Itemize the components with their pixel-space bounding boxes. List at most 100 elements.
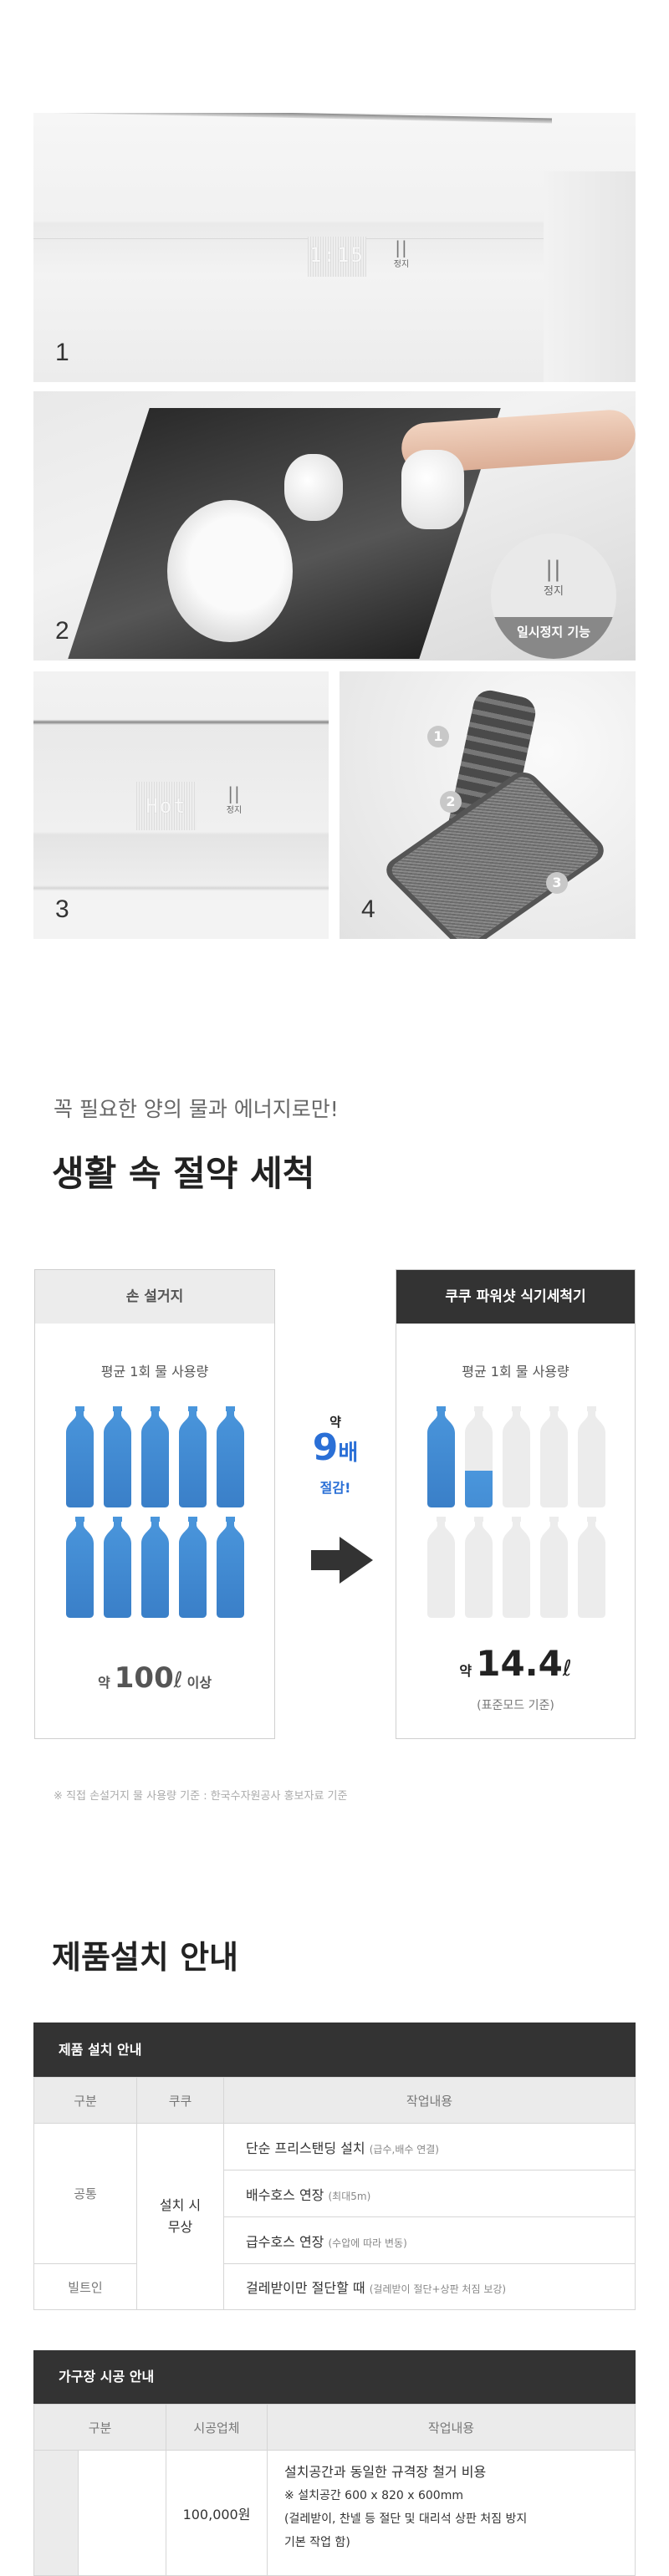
multiplier-prefix: 약: [329, 1415, 341, 1430]
amount-prefix: 약: [459, 1663, 472, 1679]
pause-icon: ||: [395, 237, 408, 258]
cost-line: 무상: [167, 2219, 193, 2235]
partial-water-bottle: [465, 1406, 493, 1507]
time-display: 1:15: [308, 237, 366, 277]
hand-wash-header: 손 설거지: [35, 1270, 274, 1324]
pause-icon: ||: [227, 783, 241, 803]
table-row: 급수호스 연장 (수압에 따라 변동): [34, 2216, 636, 2264]
work-description: 설치공간과 동일한 규격장 철거 비용 ※ 설치공간 600 x 820 x 6…: [267, 2450, 636, 2576]
multiplier-number: 9: [312, 1426, 339, 1469]
empty-water-bottle: [427, 1517, 455, 1618]
multiplier-unit: 배: [338, 1441, 359, 1466]
work-note: (걸레받이 절단+상판 처짐 보강): [369, 2283, 507, 2295]
empty-water-bottle: [503, 1406, 530, 1507]
table1-caption: 제품 설치 안내: [33, 2023, 636, 2077]
header-work: 작업내용: [223, 2077, 636, 2124]
header-work: 작업내용: [267, 2404, 636, 2451]
table2-caption: 가구장 시공 안내: [33, 2350, 636, 2404]
category-cell: [33, 2450, 79, 2576]
stop-button: || 정지: [222, 784, 247, 815]
cuckoo-caption: 평균 1회 물 사용량: [462, 1364, 569, 1380]
amount-unit: ℓ: [562, 1656, 572, 1681]
cup: [401, 450, 464, 529]
group-common: 공통: [33, 2123, 137, 2264]
savings-label: 절감!: [319, 1480, 351, 1496]
work-line: 기본 작업 함): [284, 2536, 350, 2549]
group-builtin: 빌트인: [33, 2263, 137, 2310]
full-water-bottle: [179, 1517, 207, 1618]
product-photo-2: || 정지 일시정지 기능 2: [33, 391, 636, 661]
cuckoo-cost: 설치 시 무상: [136, 2123, 224, 2310]
full-water-bottle: [427, 1406, 455, 1507]
door-panel-edge: [33, 238, 544, 239]
full-water-bottle: [66, 1517, 94, 1618]
work-main: 급수호스 연장: [246, 2233, 324, 2250]
product-photo-1: 1:15 || 정지 1: [33, 113, 636, 382]
part-marker-1: 1: [427, 726, 449, 747]
install-table: 구분 쿠쿠 작업내용 공통 설치 시 무상 단순 프리스탠딩 설치 (급수,배수…: [33, 2077, 636, 2310]
amount-value: 14.4: [476, 1643, 563, 1684]
savings-multiplier: 약 9배 절감!: [284, 1413, 386, 1497]
top-rim: [33, 113, 552, 124]
side-panel: [544, 171, 636, 382]
work-note: (급수,배수 연결): [369, 2143, 439, 2155]
furniture-table: 구분 시공업체 작업내용 100,000원 설치공간과 동일한 규격장 철거 비…: [33, 2404, 636, 2576]
amount-value: 100: [114, 1661, 174, 1695]
header-cuckoo: 쿠쿠: [136, 2077, 224, 2124]
work-line: ※ 설치공간 600 x 820 x 600mm: [284, 2489, 463, 2502]
work-item: 급수호스 연장 (수압에 따라 변동): [223, 2216, 636, 2264]
photo-number: 4: [361, 895, 375, 923]
hand-wash-amount: 약 100ℓ 이상: [35, 1661, 274, 1695]
full-water-bottle: [66, 1406, 94, 1507]
plate: [167, 500, 293, 642]
filter-mesh-plate: [380, 767, 610, 939]
cuckoo-note: (표준모드 기준): [477, 1699, 554, 1712]
contractor-price: 100,000원: [166, 2450, 268, 2576]
multiplier-value: 9배: [284, 1430, 386, 1473]
full-water-bottle: [104, 1517, 131, 1618]
cuckoo-card: 쿠쿠 파워샷 식기세척기 평균 1회 물 사용량 약 14.4ℓ (표준모드: [396, 1269, 636, 1739]
install-title: 제품설치 안내: [52, 1939, 238, 1976]
subcategory-cell: [77, 2450, 167, 2576]
photo-number: 1: [55, 339, 69, 366]
amount-unit: ℓ: [173, 1668, 183, 1693]
work-item: 걸레받이만 절단할 때 (걸레받이 절단+상판 처짐 보강): [223, 2263, 636, 2310]
hand-wash-caption: 평균 1회 물 사용량: [100, 1364, 209, 1380]
empty-water-bottle: [578, 1517, 605, 1618]
table-row: 배수호스 연장 (최대5m): [34, 2170, 636, 2217]
stop-label: 정지: [544, 585, 564, 598]
mode-display: Hot: [136, 782, 197, 830]
pause-icon: ||: [545, 557, 562, 582]
photo-number: 2: [55, 617, 69, 645]
work-item: 단순 프리스탠딩 설치 (급수,배수 연결): [223, 2123, 636, 2170]
table-row: 공통 설치 시 무상 단순 프리스탠딩 설치 (급수,배수 연결): [33, 2123, 636, 2310]
full-water-bottle: [217, 1517, 244, 1618]
empty-water-bottle: [540, 1517, 568, 1618]
full-water-bottle: [141, 1406, 169, 1507]
product-photo-4: 1 2 3 4: [340, 671, 636, 939]
full-water-bottle: [217, 1406, 244, 1507]
empty-water-bottle: [503, 1517, 530, 1618]
full-water-bottle: [141, 1517, 169, 1618]
savings-title: 생활 속 절약 세척: [52, 1153, 315, 1194]
full-water-bottle: [179, 1406, 207, 1507]
work-item: 배수호스 연장 (최대5m): [223, 2170, 636, 2217]
amount-suffix: 이상: [186, 1675, 212, 1691]
cost-line: 설치 시: [159, 2197, 202, 2213]
photo-number: 3: [55, 895, 69, 923]
part-marker-3: 3: [546, 872, 568, 894]
hand-wash-card: 손 설거지 평균 1회 물 사용량 약 100ℓ 이상: [34, 1269, 275, 1739]
work-note: (수압에 따라 변동): [328, 2237, 407, 2249]
pause-feature-label: 일시정지 기능: [491, 617, 616, 659]
work-main: 배수호스 연장: [246, 2186, 324, 2203]
work-note: (최대5m): [328, 2190, 371, 2202]
empty-water-bottle: [578, 1406, 605, 1507]
work-main: 설치공간과 동일한 규격장 철거 비용: [284, 2464, 487, 2480]
work-main: 걸레받이만 절단할 때: [246, 2280, 365, 2296]
empty-water-bottle: [465, 1517, 493, 1618]
stop-button: || 정지: [389, 238, 414, 269]
pause-badge: || 정지 일시정지 기능: [491, 533, 616, 659]
amount-prefix: 약: [97, 1675, 110, 1691]
empty-water-bottle: [540, 1406, 568, 1507]
savings-footnote: ※ 직접 손설거지 물 사용량 기준 : 한국수자원공사 홍보자료 기준: [54, 1790, 348, 1803]
